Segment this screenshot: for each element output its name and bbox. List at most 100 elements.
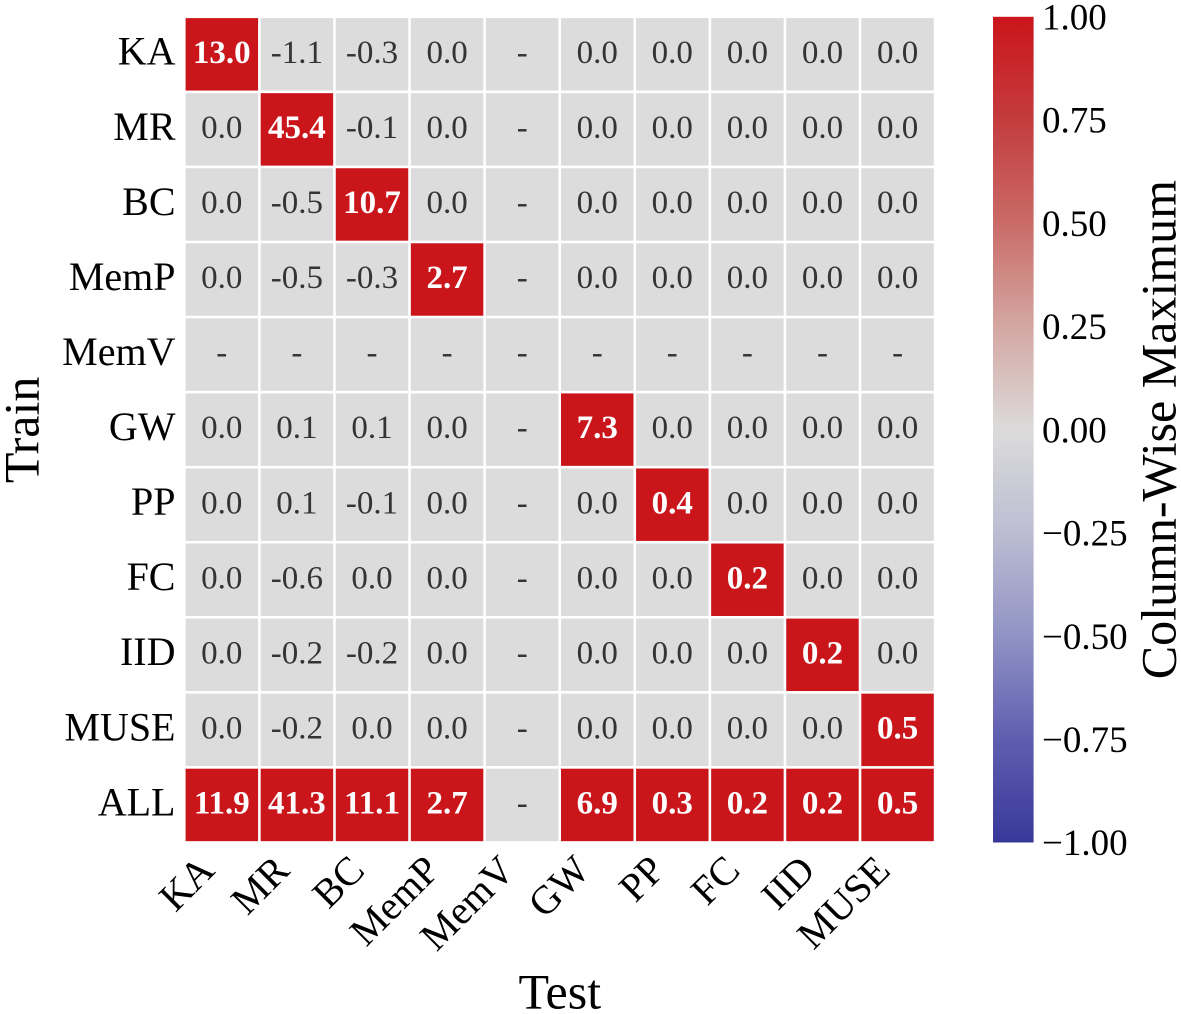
svg-text:-: -	[517, 560, 528, 596]
svg-text:0.0: 0.0	[727, 635, 768, 671]
svg-text:Train: Train	[0, 377, 50, 484]
svg-text:-1.1: -1.1	[271, 35, 323, 71]
svg-text:-0.2: -0.2	[271, 635, 323, 671]
svg-text:41.3: 41.3	[268, 786, 326, 822]
svg-text:0.0: 0.0	[351, 560, 392, 596]
svg-text:-0.1: -0.1	[346, 485, 398, 521]
svg-text:0.0: 0.0	[426, 485, 467, 521]
svg-text:-0.5: -0.5	[271, 185, 323, 221]
svg-text:ALL: ALL	[98, 779, 176, 824]
svg-text:0.0: 0.0	[802, 410, 843, 446]
svg-text:-0.6: -0.6	[271, 560, 323, 596]
svg-text:1.00: 1.00	[1042, 0, 1107, 39]
svg-text:0.0: 0.0	[802, 711, 843, 747]
svg-text:0.0: 0.0	[802, 560, 843, 596]
svg-text:0.0: 0.0	[577, 560, 618, 596]
svg-text:11.1: 11.1	[344, 786, 400, 822]
svg-text:Column-Wise Maximum: Column-Wise Maximum	[1131, 180, 1181, 679]
svg-text:MUSE: MUSE	[64, 704, 175, 749]
svg-text:0.0: 0.0	[201, 485, 242, 521]
svg-text:-: -	[216, 335, 227, 371]
svg-text:-0.3: -0.3	[346, 260, 398, 296]
svg-text:0.0: 0.0	[201, 560, 242, 596]
svg-text:0.0: 0.0	[877, 110, 918, 146]
svg-text:0.0: 0.0	[201, 260, 242, 296]
svg-text:-: -	[592, 335, 603, 371]
svg-text:-: -	[517, 635, 528, 671]
svg-text:0.0: 0.0	[577, 260, 618, 296]
svg-text:0.0: 0.0	[802, 185, 843, 221]
svg-text:0.0: 0.0	[201, 110, 242, 146]
svg-text:0.0: 0.0	[426, 635, 467, 671]
svg-text:Test: Test	[519, 964, 602, 1014]
svg-text:0.4: 0.4	[652, 485, 693, 521]
svg-text:0.0: 0.0	[426, 560, 467, 596]
svg-text:-: -	[517, 711, 528, 747]
svg-text:0.0: 0.0	[652, 635, 693, 671]
svg-text:-0.2: -0.2	[346, 635, 398, 671]
svg-text:−0.50: −0.50	[1042, 617, 1128, 658]
svg-text:2.7: 2.7	[426, 786, 467, 822]
svg-text:-: -	[517, 185, 528, 221]
svg-text:0.0: 0.0	[426, 711, 467, 747]
svg-text:0.0: 0.0	[426, 35, 467, 71]
svg-text:0.0: 0.0	[652, 185, 693, 221]
svg-text:-: -	[517, 410, 528, 446]
svg-text:-0.1: -0.1	[346, 110, 398, 146]
svg-text:GW: GW	[109, 404, 176, 449]
svg-text:13.0: 13.0	[193, 35, 251, 71]
svg-text:-: -	[817, 335, 828, 371]
svg-text:0.0: 0.0	[201, 185, 242, 221]
svg-text:0.0: 0.0	[201, 410, 242, 446]
svg-text:FC: FC	[127, 554, 176, 599]
svg-text:-: -	[517, 260, 528, 296]
svg-text:0.2: 0.2	[802, 786, 843, 822]
svg-text:0.0: 0.0	[877, 560, 918, 596]
svg-text:0.2: 0.2	[802, 635, 843, 671]
svg-text:-: -	[517, 35, 528, 71]
svg-text:-: -	[517, 110, 528, 146]
svg-text:0.0: 0.0	[802, 110, 843, 146]
svg-text:-0.5: -0.5	[271, 260, 323, 296]
svg-text:KA: KA	[118, 29, 176, 74]
svg-text:0.0: 0.0	[727, 260, 768, 296]
svg-text:0.0: 0.0	[877, 410, 918, 446]
svg-text:0.0: 0.0	[802, 485, 843, 521]
svg-text:0.0: 0.0	[577, 485, 618, 521]
svg-text:11.9: 11.9	[194, 786, 250, 822]
svg-text:0.0: 0.0	[727, 485, 768, 521]
svg-text:MemP: MemP	[69, 254, 176, 299]
svg-text:2.7: 2.7	[426, 260, 467, 296]
svg-text:0.0: 0.0	[877, 260, 918, 296]
svg-text:0.0: 0.0	[201, 711, 242, 747]
svg-text:-: -	[517, 786, 528, 822]
svg-text:0.1: 0.1	[351, 410, 392, 446]
svg-text:0.2: 0.2	[727, 786, 768, 822]
svg-text:0.0: 0.0	[652, 560, 693, 596]
svg-text:0.0: 0.0	[877, 485, 918, 521]
svg-text:0.0: 0.0	[727, 185, 768, 221]
svg-text:10.7: 10.7	[343, 185, 401, 221]
svg-text:0.0: 0.0	[351, 711, 392, 747]
svg-text:0.0: 0.0	[727, 35, 768, 71]
svg-text:-: -	[367, 335, 378, 371]
svg-text:-: -	[742, 335, 753, 371]
svg-text:PP: PP	[131, 479, 176, 524]
svg-text:−1.00: −1.00	[1042, 823, 1128, 864]
svg-text:0.0: 0.0	[727, 711, 768, 747]
svg-text:0.1: 0.1	[276, 485, 317, 521]
svg-text:0.00: 0.00	[1042, 410, 1107, 451]
svg-text:0.0: 0.0	[877, 35, 918, 71]
svg-text:0.0: 0.0	[652, 260, 693, 296]
svg-text:45.4: 45.4	[268, 110, 326, 146]
svg-text:0.0: 0.0	[652, 110, 693, 146]
svg-text:0.5: 0.5	[877, 786, 918, 822]
svg-text:0.0: 0.0	[652, 35, 693, 71]
svg-text:MemV: MemV	[62, 329, 175, 374]
svg-text:0.50: 0.50	[1042, 204, 1107, 245]
svg-text:0.0: 0.0	[426, 410, 467, 446]
svg-text:0.0: 0.0	[802, 260, 843, 296]
svg-text:0.3: 0.3	[652, 786, 693, 822]
svg-text:-: -	[442, 335, 453, 371]
svg-text:-: -	[892, 335, 903, 371]
